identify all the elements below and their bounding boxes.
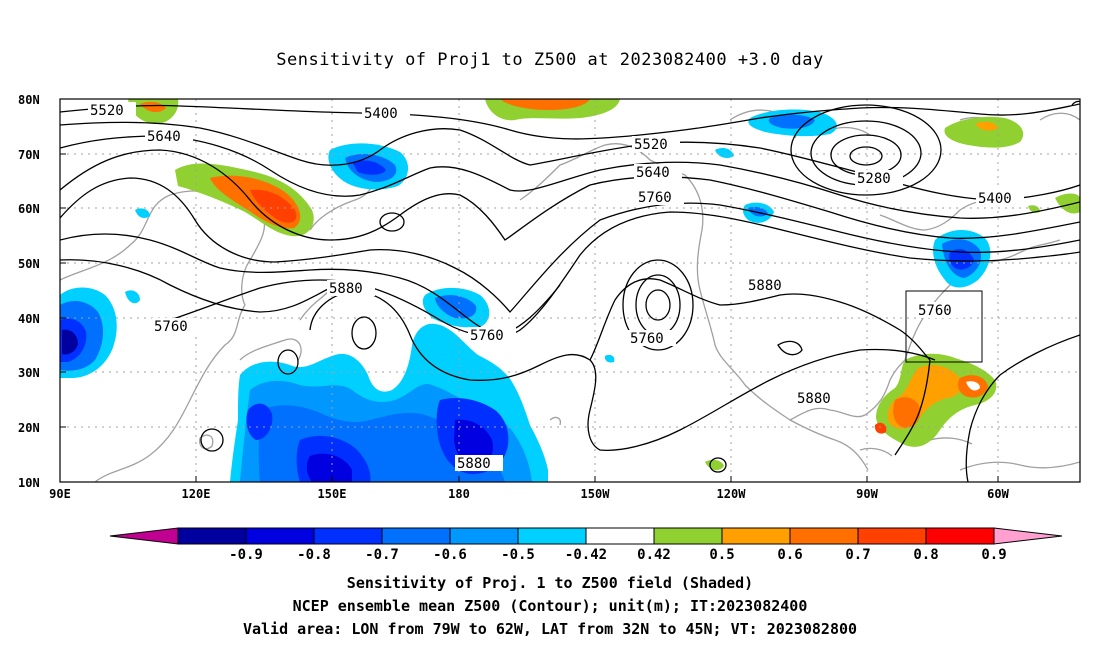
lat-label: 60N — [18, 202, 40, 216]
colorbar-swatch — [381, 527, 451, 545]
lat-label: 50N — [18, 257, 40, 271]
colorbar-label: 0.7 — [845, 547, 870, 563]
contour-label: 5880 — [797, 391, 831, 407]
contour-label: 5520 — [634, 137, 668, 153]
colorbar-swatch — [449, 527, 519, 545]
colorbar-label: -0.8 — [297, 547, 331, 563]
caption-valid-area: Valid area: LON from 79W to 62W, LAT fro… — [242, 620, 858, 638]
lon-label: 90E — [49, 487, 71, 501]
colorbar-label: 0.42 — [637, 547, 671, 563]
contour-label: 5880 — [329, 281, 363, 297]
colorbar-swatch — [857, 527, 927, 545]
contour-label: 5760 — [918, 303, 952, 319]
contour-label: 5880 — [457, 456, 491, 472]
lat-label: 20N — [18, 421, 40, 435]
colorbar-max-arrow — [993, 527, 1063, 545]
sensitivity-shading — [60, 99, 1080, 482]
lat-label: 80N — [18, 93, 40, 107]
colorbar-label: -0.5 — [501, 547, 535, 563]
contour-labels: 5520 5400 5640 5520 5640 5760 5280 5400 … — [88, 102, 1024, 472]
lat-label: 70N — [18, 148, 40, 162]
lon-label: 120E — [182, 487, 211, 501]
colorbar-min-arrow — [109, 527, 179, 545]
chart-title: Sensitivity of Proj1 to Z500 at 20230824… — [276, 50, 824, 70]
colorbar: -0.9 -0.8 -0.7 -0.6 -0.5 -0.42 0.42 0.5 0.6 0.7 0.… — [109, 527, 1063, 563]
contour-label: 5400 — [978, 191, 1012, 207]
contour-label: 5760 — [630, 331, 664, 347]
contour-label: 5760 — [470, 328, 504, 344]
colorbar-label: 0.8 — [913, 547, 938, 563]
lat-label: 10N — [18, 476, 40, 490]
contour-label: 5280 — [857, 171, 891, 187]
contour-label: 5640 — [147, 129, 181, 145]
caption-contour: NCEP ensemble mean Z500 (Contour); unit(… — [292, 597, 808, 615]
grid-lines — [60, 99, 1080, 482]
lon-label: 150W — [581, 487, 611, 501]
caption-shading: Sensitivity of Proj. 1 to Z500 field (Sh… — [346, 574, 754, 592]
lon-label: 180 — [448, 487, 470, 501]
longitude-labels: 90E 120E 150E 180 150W 120W 90W 60W — [49, 487, 1009, 501]
colorbar-swatch — [245, 527, 315, 545]
valid-area-box — [905, 290, 983, 363]
contour-label: 5400 — [364, 106, 398, 122]
contour-label: 5640 — [636, 165, 670, 181]
contour-label: 5520 — [90, 103, 124, 119]
z500-contours — [60, 100, 1080, 482]
colorbar-label: -0.9 — [229, 547, 263, 563]
colorbar-swatch — [925, 527, 995, 545]
map-frame — [59, 98, 1081, 483]
lon-label: 150E — [318, 487, 347, 501]
contour-label: 5760 — [638, 190, 672, 206]
colorbar-swatch — [313, 527, 383, 545]
contour-label: 5760 — [154, 319, 188, 335]
lat-label: 40N — [18, 312, 40, 326]
colorbar-swatch — [721, 527, 791, 545]
colorbar-swatch — [177, 527, 247, 545]
colorbar-swatch — [789, 527, 859, 545]
colorbar-label: -0.42 — [565, 547, 607, 563]
colorbar-label: -0.7 — [365, 547, 399, 563]
colorbar-swatch — [653, 527, 723, 545]
colorbar-label: 0.6 — [777, 547, 802, 563]
sensitivity-map: 5520 5400 5640 5520 5640 5760 5280 5400 … — [18, 93, 1081, 563]
axis-ticks — [59, 98, 999, 483]
lon-label: 90W — [856, 487, 878, 501]
lon-label: 120W — [717, 487, 747, 501]
contour-label: 5880 — [748, 278, 782, 294]
lat-label: 30N — [18, 366, 40, 380]
colorbar-swatch — [517, 527, 587, 545]
colorbar-swatch — [585, 527, 655, 545]
colorbar-label: -0.6 — [433, 547, 467, 563]
colorbar-label: 0.5 — [709, 547, 734, 563]
latitude-labels: 80N 70N 60N 50N 40N 30N 20N 10N — [18, 93, 40, 490]
colorbar-label: 0.9 — [981, 547, 1006, 563]
lon-label: 60W — [987, 487, 1009, 501]
